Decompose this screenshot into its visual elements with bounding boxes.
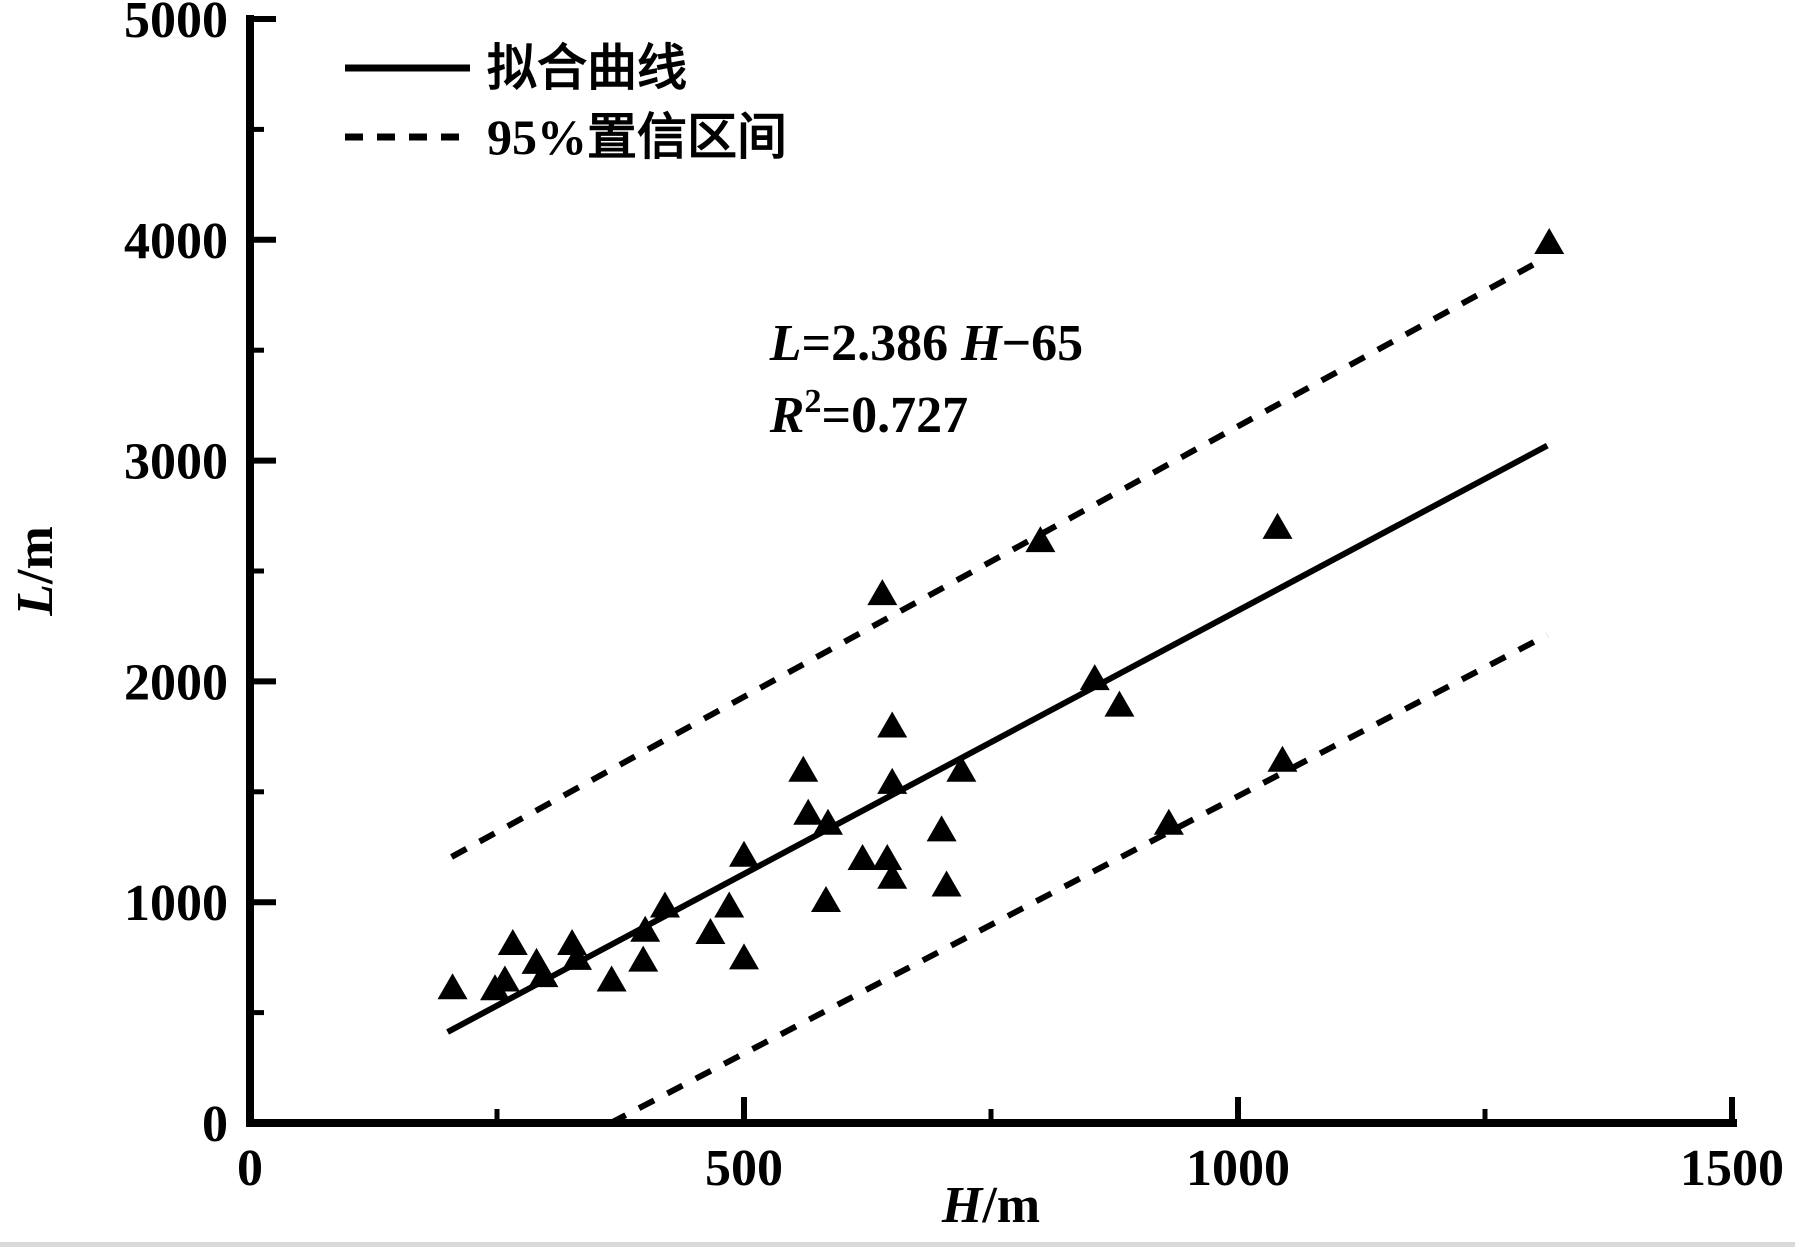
y-tick-label-part: 0	[202, 1096, 228, 1153]
data-point-marker	[931, 870, 962, 897]
data-point-marker	[847, 844, 878, 871]
data-point-marker	[926, 815, 957, 842]
fit-equation-text-part: −65	[1002, 315, 1084, 372]
y-tick-label-part: 1000	[124, 875, 228, 932]
x-tick-label-part: 1500	[1680, 1140, 1784, 1197]
fit-equation-text: L=2.386 H−65	[769, 315, 1084, 372]
y-tick-label: 2000	[124, 654, 228, 711]
data-point-marker	[812, 808, 843, 835]
data-point-marker	[528, 961, 559, 988]
x-tick-label: 500	[705, 1140, 783, 1197]
data-point-marker	[811, 885, 842, 912]
data-point-marker	[729, 943, 759, 970]
data-point-marker	[729, 840, 759, 867]
x-tick-label: 1000	[1186, 1140, 1290, 1197]
data-point-marker	[946, 755, 977, 782]
data-point-marker	[497, 929, 528, 956]
data-point-marker	[596, 965, 627, 992]
legend-label: 95%置信区间	[487, 109, 787, 165]
y-tick-label: 1000	[124, 875, 228, 932]
x-axis-label-part: /m	[981, 1177, 1040, 1234]
data-point-marker	[1267, 745, 1298, 772]
x-tick-label-part: 0	[237, 1140, 263, 1197]
y-tick-label: 0	[202, 1096, 228, 1153]
data-point-marker	[877, 862, 908, 889]
y-tick-label-part: 3000	[124, 434, 228, 491]
legend-label: 拟合曲线	[487, 40, 687, 96]
scan-edge	[0, 1242, 1795, 1247]
x-tick-label-part: 500	[705, 1140, 783, 1197]
x-tick-label-part: 1000	[1186, 1140, 1290, 1197]
x-axis-label-part: H	[941, 1177, 984, 1234]
y-tick-label: 5000	[124, 0, 228, 49]
data-point-marker	[1153, 808, 1184, 835]
data-point-marker	[793, 798, 824, 825]
r-squared-text: R2=0.727	[769, 382, 968, 444]
r-squared-text-part: R	[769, 387, 805, 444]
confidence-upper-line	[450, 257, 1544, 860]
data-point-marker	[1025, 526, 1056, 553]
data-point-marker	[1262, 512, 1293, 539]
x-tick-label: 1500	[1680, 1140, 1784, 1197]
y-axis-label-part: L	[7, 584, 64, 617]
legend-label-part: 拟合曲线	[487, 40, 687, 96]
data-point-marker	[562, 943, 593, 970]
data-point-marker	[877, 767, 908, 794]
data-point-marker	[1534, 228, 1565, 255]
data-point-marker	[867, 579, 898, 606]
fit-equation-text-part: =2.386	[801, 315, 961, 372]
data-point-marker	[1079, 664, 1110, 691]
data-point-marker	[628, 945, 659, 972]
legend-label-part: 95%置信区间	[487, 109, 787, 165]
y-tick-label-part: 2000	[124, 654, 228, 711]
data-point-marker	[557, 929, 588, 956]
fit-line	[446, 442, 1549, 1035]
data-point-marker	[695, 918, 726, 945]
data-point-marker	[1104, 690, 1135, 717]
data-point-marker	[437, 973, 468, 1000]
data-point-marker	[489, 965, 520, 992]
y-tick-label-part: 4000	[124, 213, 228, 270]
y-tick-label: 4000	[124, 213, 228, 270]
confidence-lower-line	[609, 632, 1549, 1126]
r-squared-text-part: =0.727	[822, 387, 969, 444]
x-tick-label: 0	[237, 1140, 263, 1197]
r-squared-text-part: 2	[804, 382, 821, 420]
y-tick-label: 3000	[124, 434, 228, 491]
data-point-marker	[877, 711, 908, 738]
data-point-marker	[788, 755, 819, 782]
fit-equation-text-part: H	[960, 315, 1003, 372]
data-point-marker	[714, 891, 745, 918]
x-axis-label: H/m	[941, 1177, 1040, 1234]
data-point-marker	[630, 915, 661, 942]
data-point-marker	[649, 891, 680, 918]
fit-equation-text-part: L	[769, 315, 802, 372]
y-tick-label-part: 5000	[124, 0, 228, 49]
data-point-marker	[872, 844, 903, 871]
y-axis-label: L/m	[7, 526, 64, 617]
y-axis-label-part: /m	[7, 526, 64, 585]
